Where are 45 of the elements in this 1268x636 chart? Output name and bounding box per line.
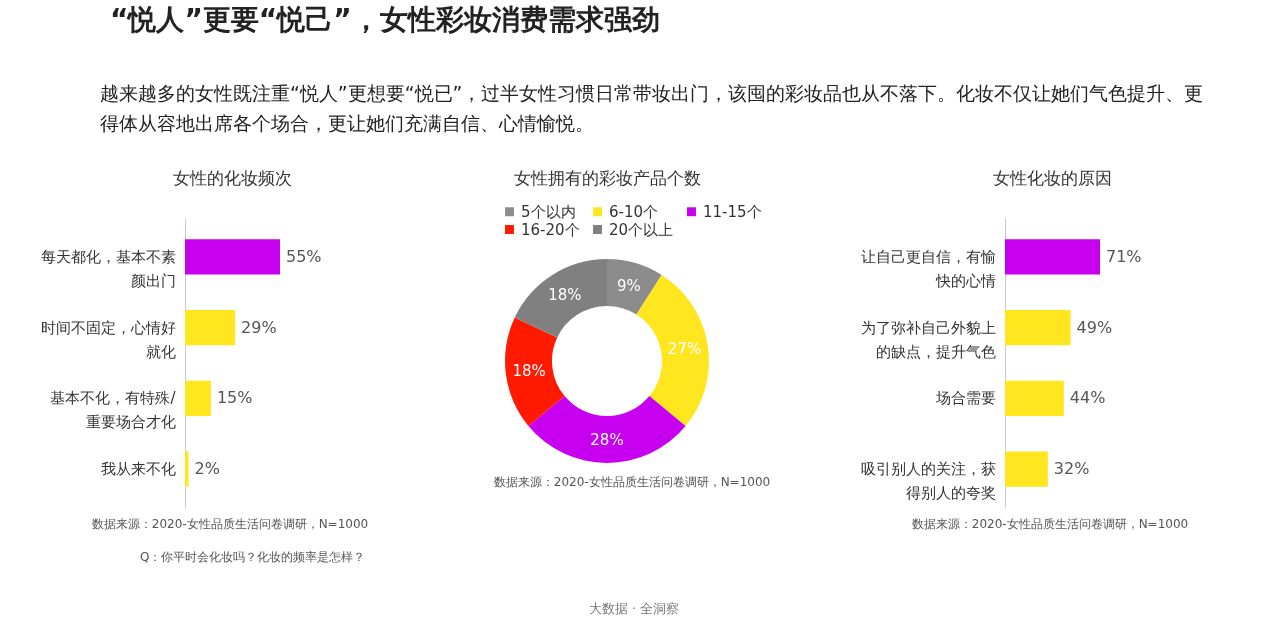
- y-tick-label: 为了弥补自己外貌上的缺点，提升气色: [860, 318, 996, 361]
- bar: [1005, 451, 1048, 487]
- legend-label: 6-10个: [609, 202, 659, 221]
- data-label: 18%: [548, 285, 582, 304]
- data-label: 32%: [1053, 459, 1090, 479]
- text: 大数据 · 全洞察: [587, 600, 681, 618]
- data-label: 29%: [241, 317, 277, 337]
- data-label: 9%: [617, 276, 641, 295]
- source-note: 数据来源：2020-女性品质生活问卷调研，N=1000: [910, 517, 1190, 532]
- bar: [1005, 380, 1064, 417]
- bar: [185, 380, 211, 417]
- legend-label: 16-20个: [521, 220, 580, 239]
- y-tick-label: 每天都化，基本不素颜出门: [40, 247, 176, 290]
- bar: [185, 309, 236, 346]
- data-label: 2%: [194, 459, 220, 479]
- y-tick-label: 场合需要: [934, 389, 996, 408]
- donut-slice: [505, 317, 565, 427]
- data-label: 15%: [216, 388, 253, 408]
- data-label: 71%: [1106, 246, 1142, 266]
- y-tick-label: 时间不固定，心情好就化: [40, 318, 176, 361]
- y-tick-label: 吸引别人的关注，获得别人的夸奖: [860, 460, 996, 503]
- bar: [1005, 239, 1100, 275]
- text: 越来越多的女性既注重“悦人”更想要“悦已”，过半女性习惯日常带妆出门，该囤的彩妆品也从不落下。化妆不仅让她们气色提升、更得体从容地出席各个场合，更让她们充满自信、心情愉悦。: [100, 81, 1205, 136]
- legend-label: 11-15个: [703, 202, 762, 221]
- data-label: 27%: [667, 339, 702, 358]
- data-label: 28%: [590, 430, 624, 449]
- legend-label: 5个以内: [521, 202, 576, 221]
- data-label: 44%: [1069, 388, 1106, 408]
- source-note: 数据来源：2020-女性品质生活问卷调研，N=1000: [90, 517, 370, 532]
- chart-title: 女性拥有的彩妆产品个数: [513, 168, 701, 188]
- bar: [185, 239, 280, 275]
- text: “悦人”更要“悦己”，女性彩妆消费需求强劲: [110, 2, 661, 38]
- data-label: 18%: [512, 361, 546, 380]
- chart-title: 女性化妆的原因: [993, 168, 1112, 188]
- text: Q：你平时会化妆吗？化妆的频率是怎样？: [139, 550, 367, 565]
- chart-title: 女性的化妆频次: [173, 168, 292, 188]
- y-tick-label: 我从来不化: [100, 460, 176, 479]
- data-label: 49%: [1076, 317, 1113, 337]
- data-label: 55%: [286, 246, 322, 266]
- source-note: 数据来源：2020-女性品质生活问卷调研，N=1000: [492, 475, 772, 490]
- donut-slice: [528, 396, 686, 463]
- y-tick-label: 基本不化，有特殊/重要场合才化: [50, 389, 177, 432]
- bar: [1005, 309, 1071, 346]
- legend-label: 20个以上: [609, 220, 674, 239]
- y-tick-label: 让自己更自信，有愉快的心情: [860, 247, 996, 290]
